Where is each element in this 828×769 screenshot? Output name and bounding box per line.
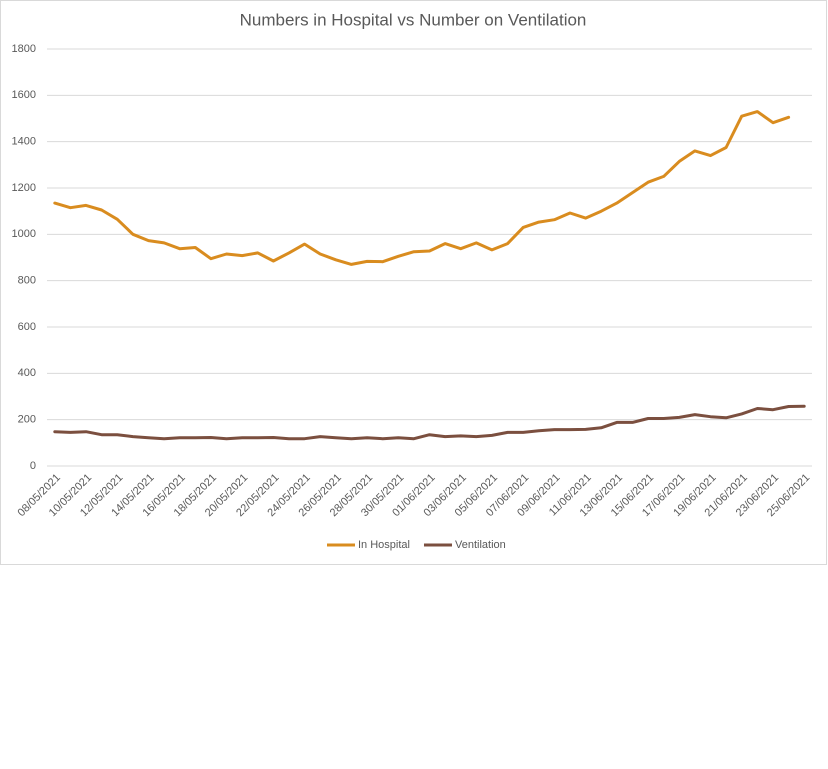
y-tick-label: 1200 xyxy=(12,182,36,194)
y-tick-label: 1400 xyxy=(12,136,36,148)
chart-title: Numbers in Hospital vs Number on Ventila… xyxy=(240,10,587,29)
y-tick-label: 1800 xyxy=(12,43,36,55)
y-tick-label: 1000 xyxy=(12,228,36,240)
y-tick-label: 400 xyxy=(18,367,36,379)
series-line xyxy=(53,110,791,266)
y-tick-label: 800 xyxy=(18,275,36,287)
y-tick-label: 200 xyxy=(18,414,36,426)
series-line xyxy=(53,404,806,441)
y-tick-label: 0 xyxy=(30,460,36,472)
y-tick-label: 600 xyxy=(18,321,36,333)
legend-label: Ventilation xyxy=(455,539,506,551)
y-tick-label: 1600 xyxy=(12,89,36,101)
legend-label: In Hospital xyxy=(358,539,410,551)
chart-frame xyxy=(0,0,827,565)
